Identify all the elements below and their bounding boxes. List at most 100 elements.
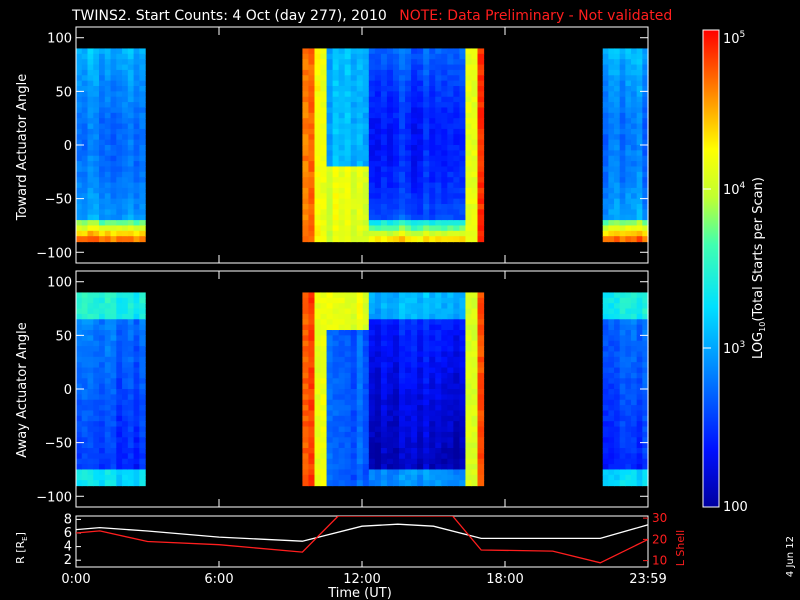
heatmap-cell — [477, 123, 485, 130]
heatmap-cell — [344, 303, 352, 310]
heatmap-cell — [344, 448, 352, 454]
heatmap-cell — [441, 405, 448, 412]
heatmap-cell — [429, 230, 436, 237]
heatmap-cell — [429, 123, 436, 130]
heatmap-cell — [76, 64, 83, 71]
heatmap-cell — [625, 448, 632, 454]
heatmap-cell — [435, 356, 442, 363]
heatmap-cell — [477, 346, 485, 353]
heatmap-cell — [602, 155, 609, 162]
heatmap-cell — [308, 367, 316, 374]
heatmap-cell — [471, 166, 479, 173]
heatmap-cell — [642, 340, 649, 347]
heatmap-cell — [314, 134, 322, 141]
colorbar-tick-exp: 5 — [740, 30, 746, 40]
heatmap-cell — [602, 303, 609, 310]
heatmap-cell — [399, 346, 406, 353]
heatmap-cell — [417, 297, 424, 304]
heatmap-cell — [642, 431, 649, 438]
heatmap-cell — [386, 303, 394, 310]
heatmap-cell — [308, 319, 316, 326]
heatmap-cell — [133, 372, 140, 379]
heatmap-cell — [435, 383, 442, 390]
heatmap-cell — [471, 442, 479, 449]
heatmap-cell — [447, 372, 454, 379]
heatmap-cell — [435, 230, 442, 237]
heatmap-cell — [139, 59, 146, 66]
heatmap-cell — [423, 139, 430, 146]
heatmap-cell — [447, 96, 454, 103]
heatmap-cell — [614, 53, 621, 60]
heatmap-cell — [619, 155, 626, 162]
heatmap-cell — [356, 324, 364, 331]
heatmap-cell — [87, 91, 94, 98]
heatmap-cell — [374, 319, 382, 326]
heatmap-cell — [423, 453, 430, 460]
title-note: NOTE: Data Preliminary - Not validated — [399, 8, 673, 24]
heatmap-cell — [332, 480, 340, 487]
heatmap-cell — [386, 236, 394, 243]
heatmap-cell — [405, 59, 412, 66]
heatmap-cell — [602, 421, 609, 428]
heatmap-cell — [380, 230, 388, 237]
heatmap-cell — [350, 292, 358, 299]
heatmap-cell — [614, 225, 621, 232]
heatmap-cell — [308, 346, 316, 353]
heatmap-cell — [465, 182, 473, 189]
heatmap-cell — [477, 464, 485, 471]
heatmap-cell — [471, 340, 479, 347]
heatmap-cell — [122, 96, 129, 103]
heatmap-cell — [429, 53, 436, 60]
heatmap-cell — [453, 469, 460, 476]
r-ylabel-main: R [R — [14, 540, 27, 563]
colorbar-tick-exp: 4 — [740, 181, 746, 191]
heatmap-cell — [76, 330, 83, 336]
heatmap-cell — [642, 230, 649, 237]
heatmap-cell — [374, 182, 382, 189]
heatmap-cell — [374, 442, 382, 449]
heatmap-cell — [302, 123, 310, 130]
heatmap-cell — [465, 118, 473, 125]
heatmap-cell — [314, 155, 322, 162]
heatmap-cell — [302, 102, 310, 109]
heatmap-cell — [399, 340, 406, 347]
heatmap-cell — [417, 324, 424, 331]
heatmap-cell — [380, 410, 388, 417]
heatmap-cell — [423, 308, 430, 315]
heatmap-cell — [99, 204, 106, 210]
heatmap-cell — [133, 330, 140, 336]
heatmap-cell — [76, 75, 83, 82]
heatmap-cell — [465, 297, 473, 304]
heatmap-cell — [81, 405, 89, 412]
heatmap-cell — [453, 225, 460, 232]
heatmap-cell — [87, 469, 94, 476]
lshell-tick-label: 10 — [652, 554, 667, 568]
heatmap-cell — [99, 469, 106, 476]
heatmap-cell — [356, 469, 364, 476]
heatmap-cell — [374, 469, 382, 476]
heatmap-cell — [110, 128, 117, 135]
heatmap-cell — [356, 437, 364, 444]
heatmap-cell — [93, 319, 100, 326]
heatmap-cell — [127, 421, 135, 428]
heatmap-cell — [619, 442, 626, 449]
heatmap-cell — [614, 313, 621, 320]
heatmap-cell — [392, 209, 400, 216]
heatmap-cell — [411, 145, 418, 151]
heatmap-cell — [314, 474, 322, 481]
heatmap-cell — [326, 346, 334, 353]
heatmap-cell — [368, 415, 376, 422]
heatmap-cell — [332, 367, 340, 374]
heatmap-cell — [122, 399, 129, 406]
heatmap-cell — [133, 394, 140, 401]
heatmap-cell — [110, 330, 117, 336]
heatmap-cell — [93, 96, 100, 103]
heatmap-cell — [423, 415, 430, 422]
heatmap-cell — [602, 415, 609, 422]
heatmap-cell — [368, 394, 376, 401]
heatmap-cell — [99, 437, 106, 444]
heatmap-cell — [477, 340, 485, 347]
heatmap-cell — [459, 480, 467, 487]
heatmap-cell — [619, 303, 626, 310]
